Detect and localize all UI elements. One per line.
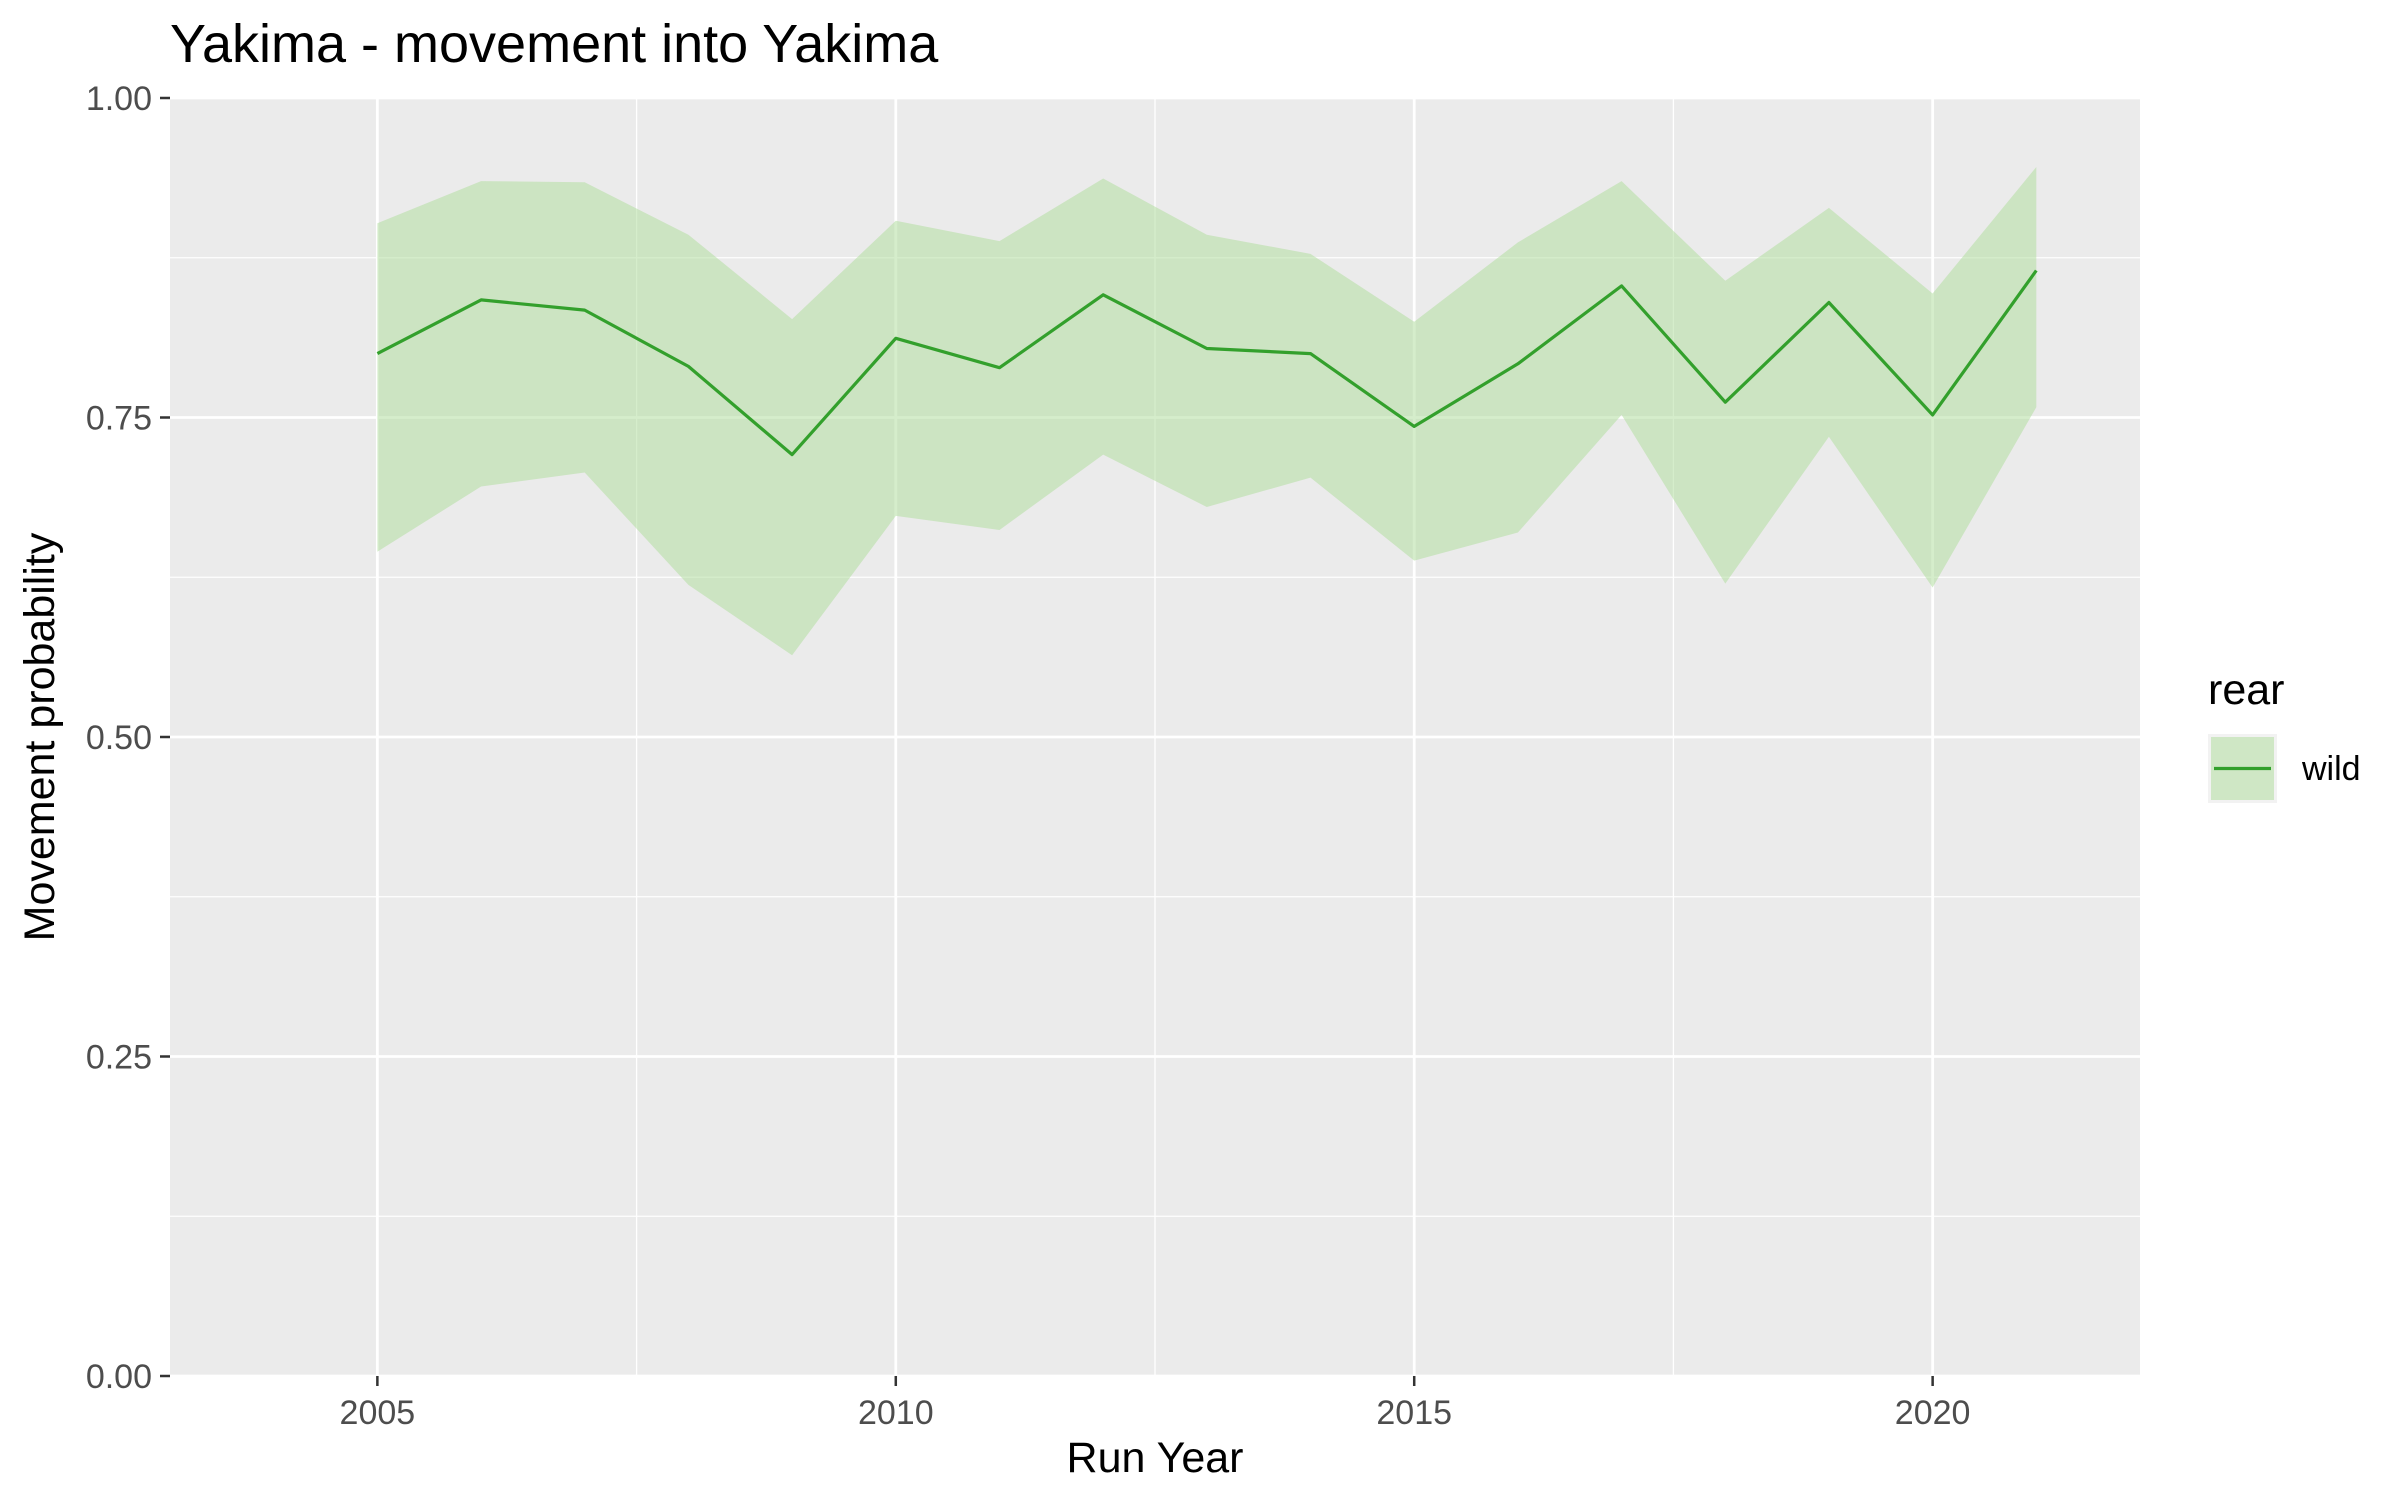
confidence-ribbon-wild [377, 167, 2037, 656]
y-tick-label: 0.75 [86, 400, 152, 438]
x-axis-title: Run Year [1067, 1434, 1244, 1482]
x-axis: 2005 2010 2015 2020 [340, 1376, 1971, 1432]
y-tick-label: 1.00 [86, 80, 152, 118]
y-axis: 0.00 0.25 0.50 0.75 1.00 [86, 80, 170, 1396]
x-tick-label: 2020 [1895, 1394, 1971, 1432]
series-line-wild [376, 269, 2038, 457]
legend-label: wild [2301, 750, 2361, 788]
confidence-ribbons [377, 167, 2037, 656]
legend: rear wild [2208, 666, 2361, 803]
chart-title: Yakima - movement into Yakima [170, 14, 939, 74]
x-tick-label: 2015 [1376, 1394, 1452, 1432]
y-tick-label: 0.50 [86, 719, 152, 757]
x-tick-label: 2005 [340, 1394, 416, 1432]
y-tick-label: 0.00 [86, 1358, 152, 1396]
x-tick-label: 2010 [858, 1394, 934, 1432]
series-lines [376, 269, 2038, 457]
y-axis-title: Movement probability [16, 532, 64, 941]
legend-title: rear [2208, 666, 2284, 714]
y-tick-label: 0.25 [86, 1039, 152, 1077]
legend-items: wild [2208, 734, 2361, 803]
